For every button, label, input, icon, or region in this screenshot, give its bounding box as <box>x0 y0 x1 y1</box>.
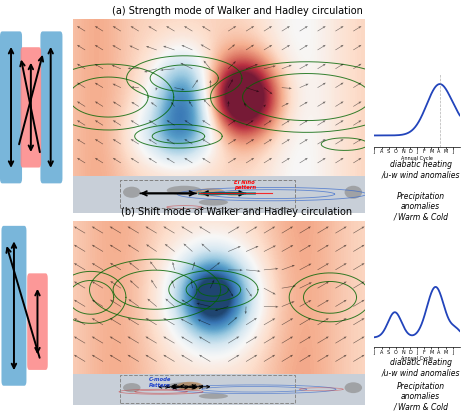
Text: (a) Strength mode of Walker and Hadley circulation: (a) Strength mode of Walker and Hadley c… <box>111 6 363 17</box>
Ellipse shape <box>196 188 225 196</box>
FancyBboxPatch shape <box>27 273 48 370</box>
FancyBboxPatch shape <box>0 31 22 183</box>
Ellipse shape <box>123 187 140 198</box>
Bar <box>120 375 295 403</box>
Text: Precipitation
anomalies
/ Warm & Cold: Precipitation anomalies / Warm & Cold <box>393 382 448 411</box>
Text: Precipitation
anomalies
/ Warm & Cold: Precipitation anomalies / Warm & Cold <box>393 192 448 221</box>
Ellipse shape <box>345 382 362 393</box>
Text: diabatic heating
/u-w wind anomalies: diabatic heating /u-w wind anomalies <box>382 358 460 377</box>
Ellipse shape <box>199 199 228 206</box>
Ellipse shape <box>167 382 202 390</box>
Text: El Nino
pattern: El Nino pattern <box>234 180 256 190</box>
X-axis label: Annual Cycle: Annual Cycle <box>401 356 433 361</box>
Text: diabatic heating
/u-w wind anomalies: diabatic heating /u-w wind anomalies <box>382 160 460 179</box>
Ellipse shape <box>225 190 243 196</box>
Ellipse shape <box>177 382 203 391</box>
Ellipse shape <box>345 186 362 199</box>
Bar <box>120 180 295 208</box>
Ellipse shape <box>199 393 228 399</box>
FancyBboxPatch shape <box>40 31 63 183</box>
X-axis label: Annual Cycle: Annual Cycle <box>401 156 433 161</box>
Ellipse shape <box>123 383 140 392</box>
Ellipse shape <box>167 186 202 195</box>
FancyBboxPatch shape <box>20 47 41 168</box>
Text: C-mode
Pattern: C-mode Pattern <box>149 377 172 388</box>
Text: (b) Shift mode of Walker and Hadley circulation: (b) Shift mode of Walker and Hadley circ… <box>121 206 353 217</box>
FancyBboxPatch shape <box>1 226 27 386</box>
